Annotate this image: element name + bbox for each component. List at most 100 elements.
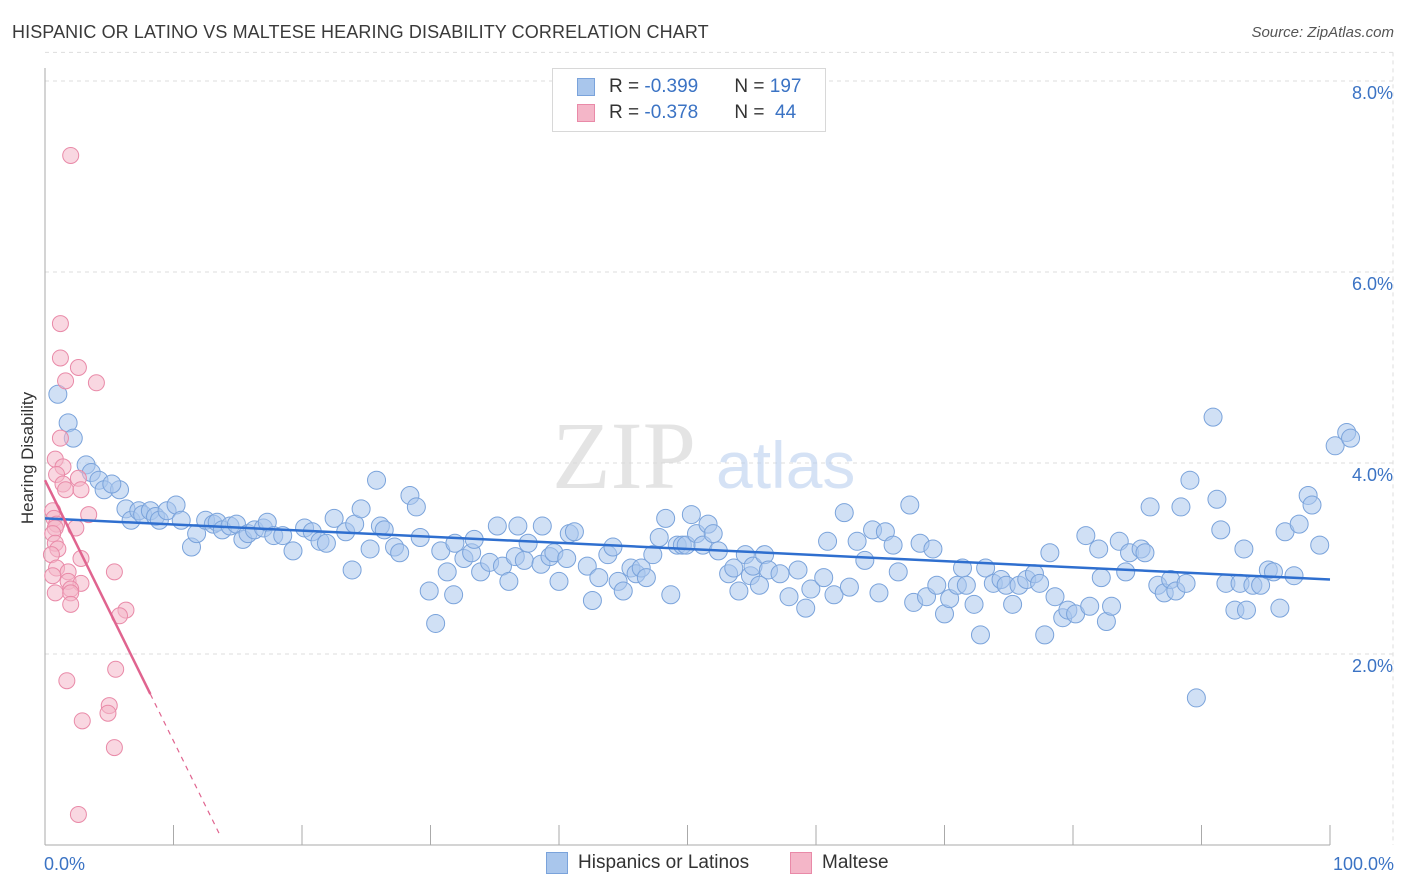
hispanic-point	[1030, 573, 1050, 593]
hispanic-point	[656, 508, 676, 528]
legend-n-value: 197	[769, 76, 802, 97]
hispanic-point	[1116, 562, 1136, 582]
hispanic-point	[964, 594, 984, 614]
hispanic-point	[1236, 600, 1256, 620]
hispanic-point	[1140, 497, 1160, 517]
legend-row-maltese: R = -0.378 N = 44	[577, 101, 796, 125]
watermark-zip: ZIP	[552, 402, 696, 509]
hispanic-point	[426, 613, 446, 633]
hispanic-point	[956, 575, 976, 595]
hispanic-point	[824, 585, 844, 605]
hispanic-point	[102, 474, 122, 494]
hispanic-point	[1234, 539, 1254, 559]
x-tick-label: 0.0%	[44, 854, 85, 874]
hispanic-point	[847, 531, 867, 551]
hispanic-point	[603, 537, 623, 557]
hispanic-point	[834, 503, 854, 523]
legend-n-label: N =	[734, 76, 770, 97]
legend-swatch-blue	[577, 78, 595, 96]
legend-r-value: -0.399	[644, 76, 699, 97]
hispanic-point	[888, 562, 908, 582]
maltese-trend-line	[43, 479, 152, 695]
hispanic-point	[796, 598, 816, 618]
hispanic-point	[487, 516, 507, 536]
hispanic-point	[749, 575, 769, 595]
maltese-point	[105, 739, 123, 757]
hispanic-point	[636, 568, 656, 588]
hispanic-point	[360, 539, 380, 559]
hispanic-point	[589, 568, 609, 588]
maltese-point	[69, 359, 87, 376]
hispanic-point	[1289, 514, 1309, 534]
legend-n-label: N =	[734, 102, 770, 123]
trend-layer	[43, 479, 1331, 838]
bottom-legend-swatch-blue	[546, 852, 568, 874]
hispanic-point	[1076, 526, 1096, 546]
maltese-point	[80, 506, 98, 524]
hispanic-point	[1341, 428, 1361, 448]
hispanic-point	[613, 581, 633, 601]
axis-layer: 2.0% 4.0% 6.0% 8.0% 0.0% 100.0%	[44, 68, 1394, 874]
y-tick-label: 6.0%	[1352, 274, 1393, 294]
hispanic-point	[1325, 436, 1345, 456]
hispanic-point	[406, 497, 426, 517]
hispanic-point	[283, 541, 303, 561]
hispanic-point	[855, 550, 875, 570]
source-label: Source: ZipAtlas.com	[1251, 24, 1394, 41]
points-layer	[42, 146, 1361, 823]
hispanic-point	[661, 585, 681, 605]
hispanic-point	[1102, 596, 1122, 616]
hispanic-point	[1176, 573, 1196, 593]
hispanic-point	[970, 625, 990, 645]
hispanic-point	[557, 549, 577, 568]
hispanic-point	[724, 558, 744, 578]
maltese-point	[57, 372, 75, 390]
hispanic-point	[324, 508, 344, 528]
hispanic-point	[927, 575, 947, 595]
hispanic-point	[681, 505, 701, 525]
y-axis-label: Hearing Disability	[18, 391, 37, 524]
bottom-legend-maltese: Maltese	[790, 852, 889, 874]
hispanic-point	[342, 560, 362, 580]
hispanic-point	[549, 571, 569, 591]
hispanic-point	[1180, 470, 1200, 490]
bottom-legend-swatch-pink	[790, 852, 812, 874]
legend-r-label: R =	[609, 102, 645, 123]
hispanic-point	[1040, 543, 1060, 563]
hispanic-point	[374, 520, 394, 540]
hispanic-point	[900, 495, 920, 515]
hispanic-point	[1284, 566, 1304, 586]
legend-row-hispanic: R = -0.399 N = 197	[577, 75, 801, 99]
maltese-point	[57, 481, 75, 499]
chart-title: HISPANIC OR LATINO VS MALTESE HEARING DI…	[12, 22, 709, 42]
hispanic-point	[508, 516, 528, 536]
legend-n-value: 44	[769, 102, 797, 123]
hispanic-point	[1207, 489, 1227, 509]
hispanic-point	[1035, 625, 1055, 645]
maltese-trend-extension	[149, 693, 222, 838]
hispanic-point	[801, 579, 821, 599]
hispanic-point	[1211, 520, 1231, 540]
maltese-point	[44, 567, 62, 585]
hispanic-point	[839, 577, 859, 597]
hispanic-point	[518, 533, 538, 553]
hispanic-point	[1080, 596, 1100, 616]
legend-r-value: -0.378	[644, 102, 699, 123]
legend-swatch-pink	[577, 104, 595, 122]
maltese-point	[99, 704, 117, 722]
bottom-legend-hispanic: Hispanics or Latinos	[546, 852, 749, 874]
maltese-point	[51, 315, 69, 333]
hispanic-point	[788, 560, 808, 580]
hispanic-point	[444, 585, 464, 605]
hispanic-point	[814, 568, 834, 588]
hispanic-point	[48, 384, 68, 404]
maltese-point	[87, 374, 105, 392]
hispanic-point	[316, 533, 336, 553]
hispanic-point	[390, 543, 410, 563]
hispanic-point	[564, 522, 584, 542]
hispanic-point	[171, 510, 191, 530]
bottom-legend-label: Hispanics or Latinos	[578, 852, 750, 873]
maltese-point	[62, 146, 80, 164]
maltese-point	[62, 595, 80, 613]
maltese-point	[51, 429, 69, 447]
